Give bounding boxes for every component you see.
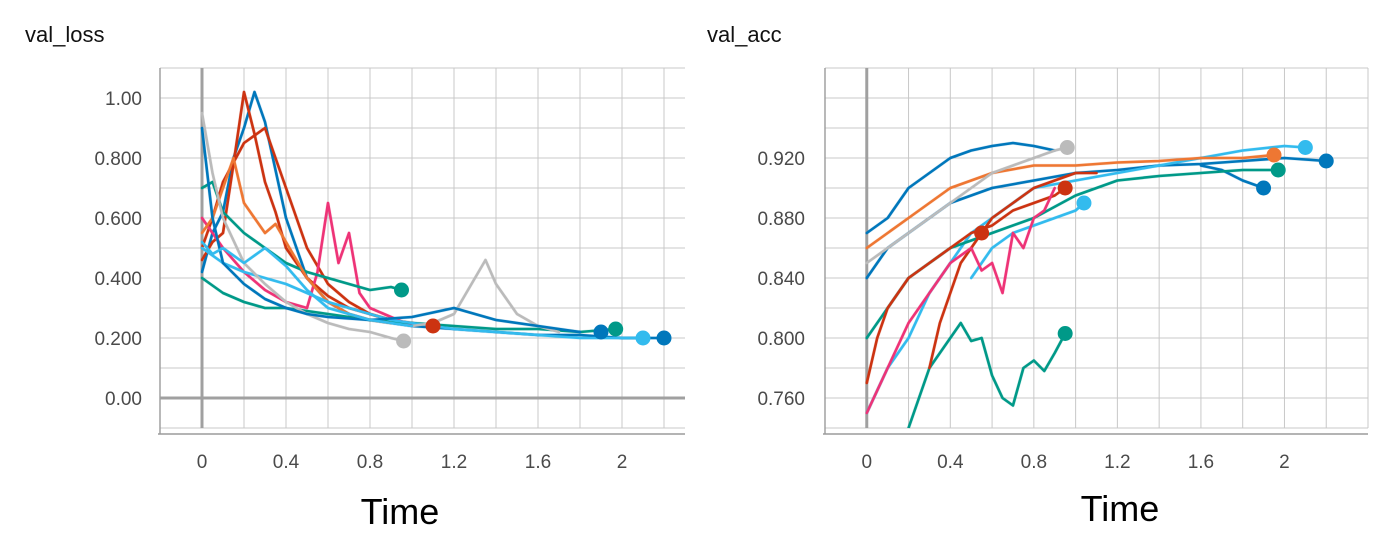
series-end-marker[interactable] (656, 330, 672, 346)
x-tick-label: 0.8 (1021, 452, 1047, 473)
series-line[interactable] (200, 276, 618, 334)
x-axis-label: Time (1081, 488, 1160, 529)
series-line[interactable] (200, 111, 405, 343)
series-end-marker[interactable] (1059, 140, 1075, 155)
series-shadow-line (200, 126, 392, 322)
series-end-marker[interactable] (1256, 180, 1272, 196)
series-line[interactable] (865, 141, 1057, 235)
series-end-marker[interactable] (394, 282, 409, 298)
series-line[interactable] (200, 201, 414, 328)
chart-title: val_acc (707, 22, 782, 47)
series-end-marker[interactable] (1318, 153, 1334, 169)
series-line[interactable] (865, 146, 1069, 265)
series-line[interactable] (200, 126, 393, 322)
y-tick-label: 0.880 (757, 209, 805, 230)
x-tick-label: 0 (861, 452, 872, 473)
y-tick-label: 0.800 (94, 149, 142, 170)
series-line[interactable] (865, 153, 1276, 250)
series-end-marker[interactable] (1057, 180, 1073, 196)
y-tick-label: 0.920 (757, 149, 805, 170)
y-tick-label: 0.00 (105, 389, 142, 410)
series-end-marker[interactable] (1057, 326, 1073, 341)
series-line[interactable] (865, 186, 1067, 385)
series-end-marker[interactable] (635, 330, 651, 346)
series-end-marker[interactable] (608, 321, 624, 337)
series-end-marker[interactable] (1266, 147, 1282, 163)
series-end-marker[interactable] (396, 333, 412, 349)
series-shadow-line (906, 321, 1067, 429)
series-lines-group (865, 140, 1334, 428)
y-tick-label: 0.400 (94, 269, 142, 290)
chart-title: val_loss (25, 22, 104, 47)
series-line[interactable] (410, 258, 561, 334)
series-end-marker[interactable] (425, 318, 441, 334)
series-end-marker[interactable] (1076, 195, 1092, 211)
x-tick-label: 1.2 (441, 452, 467, 473)
series-shadow-line (865, 168, 1279, 339)
y-tick-label: 0.200 (94, 329, 142, 350)
series-end-marker[interactable] (1297, 140, 1313, 155)
series-line[interactable] (907, 321, 1067, 428)
series-line[interactable] (865, 144, 1307, 415)
y-tick-label: 0.600 (94, 209, 142, 230)
series-line[interactable] (200, 126, 582, 334)
x-tick-label: 0 (197, 452, 208, 473)
x-tick-label: 0.4 (273, 452, 300, 473)
series-line[interactable] (865, 186, 1057, 415)
series-end-marker[interactable] (1270, 162, 1286, 178)
x-tick-label: 2 (617, 452, 628, 473)
x-tick-label: 1.6 (525, 452, 551, 473)
series-line[interactable] (969, 201, 1086, 280)
x-tick-label: 0.4 (937, 452, 964, 473)
y-tick-label: 0.800 (757, 329, 805, 350)
x-tick-label: 0.8 (357, 452, 383, 473)
y-tick-label: 0.840 (757, 269, 805, 290)
y-tick-label: 0.760 (757, 389, 805, 410)
series-end-marker[interactable] (974, 225, 990, 241)
val-acc-panel: 0.760 0.800 0.840 0.880 0.920 0 0.4 0.8 1.2 1.6 2 v… (707, 22, 1369, 529)
series-line[interactable] (928, 171, 1098, 370)
series-line[interactable] (1199, 164, 1265, 190)
x-axis-label: Time (361, 491, 440, 532)
x-tick-label: 1.6 (1188, 452, 1214, 473)
val-loss-panel: 0.00 0.200 0.400 0.600 0.800 1.00 0 0.4 0.8 1.2 1.… (25, 22, 685, 532)
x-tick-label: 2 (1279, 452, 1290, 473)
x-tick-label: 1.2 (1104, 452, 1130, 473)
series-shadow-line (865, 144, 1306, 414)
series-line[interactable] (200, 240, 414, 328)
series-end-marker[interactable] (593, 324, 609, 340)
series-lines-group (200, 90, 672, 349)
y-tick-label: 1.00 (105, 89, 142, 110)
